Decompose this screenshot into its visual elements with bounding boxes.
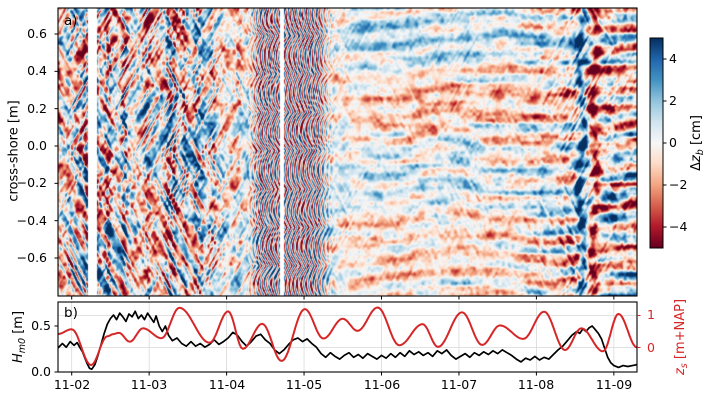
a-ytick-label: 0.2 — [27, 101, 47, 116]
b-left-tick-label: 0.0 — [31, 364, 51, 379]
x-tick-label: 11-07 — [440, 377, 478, 392]
cbar-tick-label: 4 — [669, 51, 677, 66]
a-ytick-label: −0.6 — [16, 250, 47, 265]
hm0-line — [58, 310, 637, 371]
b-left-ylabel: Hm0 [m] — [11, 310, 28, 364]
b-right-tick-label: 1 — [647, 307, 655, 322]
b-right-ylabel: zs [m+NAP] — [673, 298, 690, 376]
x-tick-label: 11-02 — [53, 377, 91, 392]
zs-unit: [m+NAP] — [673, 298, 688, 364]
x-tick-label: 11-06 — [363, 377, 401, 392]
a-ytick-label: 0.6 — [27, 26, 47, 41]
colorbar-label: Δzb [cm] — [689, 115, 706, 171]
hm0-symbol: H — [11, 353, 26, 364]
panel-b-label: b) — [64, 305, 78, 321]
cbar-var: z — [689, 155, 704, 163]
x-tick-label: 11-09 — [595, 377, 633, 392]
zs-subscript: s — [678, 363, 690, 369]
cbar-unit: [cm] — [689, 115, 704, 150]
a-ylabel: cross-shore [m] — [7, 100, 22, 201]
a-ylabel-text: cross-shore [m] — [6, 100, 22, 202]
cbar-subscript: b — [694, 149, 706, 156]
zs-symbol: z — [673, 368, 688, 376]
x-tick-label: 11-05 — [285, 377, 323, 392]
panel-a-label: a) — [64, 13, 78, 29]
cbar-tick-label: 0 — [669, 135, 677, 150]
a-ytick-label: 0.4 — [27, 63, 47, 78]
x-tick-label: 11-08 — [517, 377, 555, 392]
b-right-tick-label: 0 — [647, 340, 655, 355]
x-tick-label: 11-03 — [130, 377, 168, 392]
hm0-unit: [m] — [11, 310, 26, 338]
x-tick-label: 11-04 — [208, 377, 246, 392]
cbar-tick-label: 2 — [669, 93, 677, 108]
cbar-delta: Δ — [689, 162, 704, 171]
a-ytick-label: −0.4 — [16, 213, 47, 228]
zs-line — [58, 306, 637, 367]
colorbar-canvas — [650, 38, 663, 248]
cbar-tick-label: −2 — [669, 177, 688, 192]
hm0-subscript: m0 — [16, 337, 28, 354]
a-ytick-label: −0.2 — [16, 175, 47, 190]
cbar-tick-label: −4 — [669, 219, 688, 234]
panel-b-spine — [57, 301, 638, 373]
a-ytick-label: 0.0 — [27, 138, 47, 153]
b-left-tick-label: 0.5 — [31, 318, 51, 333]
heatmap-canvas — [58, 8, 637, 296]
